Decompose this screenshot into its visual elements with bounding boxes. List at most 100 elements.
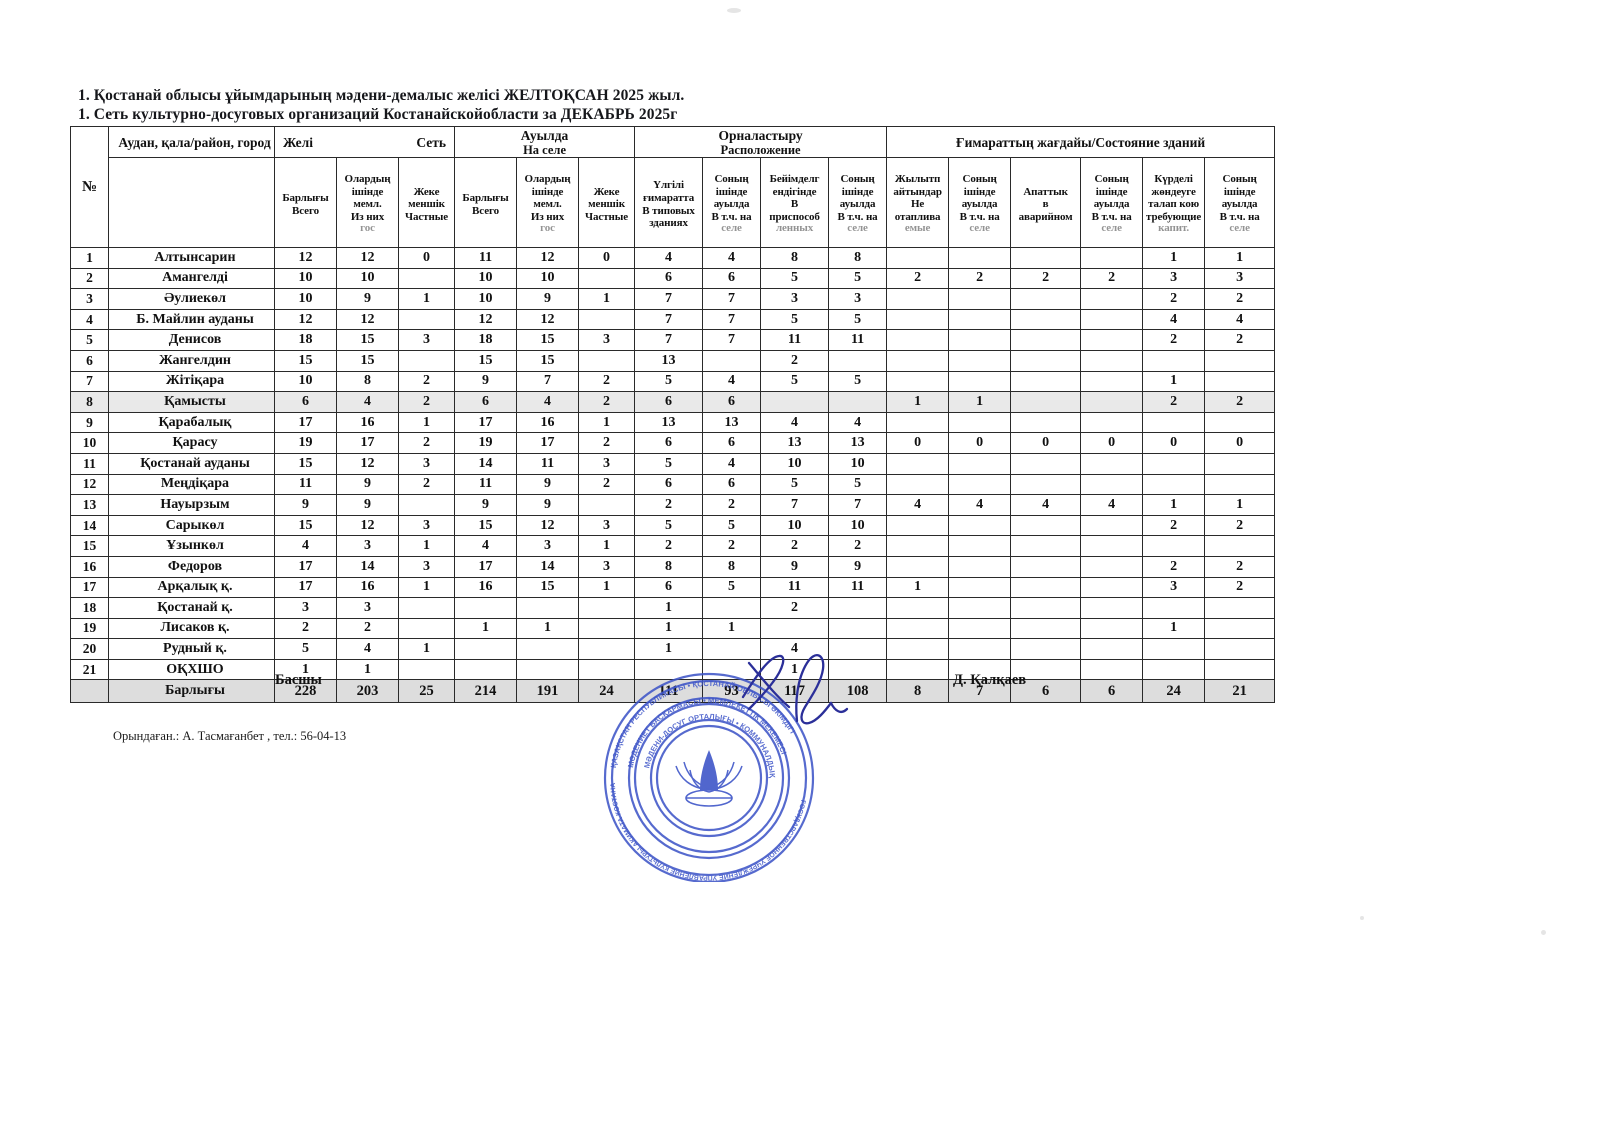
row-region-name: Алтынсарин [108, 247, 275, 269]
table-row: 14 Сарыкөл 15 12 3 15 12 3 5 5 10 10 2 2 [70, 514, 1276, 537]
cell-r8-c9 [760, 391, 830, 413]
subheader-net-state: Олардың ішінде мемл. Из них гос [336, 157, 399, 248]
cell-r17-c11: 1 [886, 576, 950, 599]
cell-r1-c10: 8 [828, 247, 888, 269]
statistics-table: № Аудан, қала/район, город Желі Сеть Ауы… [70, 126, 1276, 704]
cell-r16-c1: 17 [274, 555, 337, 578]
sub-l2: ғимаратта [642, 191, 695, 204]
row-region-name: Қостанай қ. [108, 597, 275, 619]
cell-r17-c6: 1 [578, 576, 636, 599]
cell-r4-c2: 12 [336, 308, 399, 331]
sub-l2: ішінде [1223, 185, 1256, 198]
row-number: 4 [70, 308, 109, 331]
table-row: 1 Алтынсарин 12 12 0 11 12 0 4 4 8 8 1 1 [70, 247, 1276, 269]
sub-l2: айтындар [893, 185, 942, 198]
cell-r17-c9: 11 [760, 576, 830, 599]
cell-r3-c4: 10 [454, 288, 518, 310]
sub-l1: Жылытп [894, 173, 941, 186]
sub-l3: Частные [585, 210, 629, 223]
cell-r10-c9: 13 [760, 432, 830, 454]
row-number: 7 [70, 370, 109, 393]
row-number: 9 [70, 411, 109, 434]
cell-r7-c7: 5 [634, 370, 704, 393]
cell-r10-c16: 0 [1204, 432, 1276, 454]
cell-r9-c7: 13 [634, 411, 704, 434]
cell-r20-c7: 1 [634, 638, 704, 660]
cell-r18-c5 [516, 597, 580, 619]
cell-r7-c6: 2 [578, 370, 636, 393]
header-region-spacer [108, 157, 275, 248]
table-row: 9 Қарабалық 17 16 1 17 16 1 13 13 4 4 [70, 411, 1276, 434]
cell-r11-c14 [1080, 452, 1144, 475]
sub-l1: Олардың [524, 173, 571, 186]
header-region-label: Аудан, қала/район, город [118, 135, 271, 150]
cell-r10-c4: 19 [454, 432, 518, 454]
table-row: 7 Жітіқара 10 8 2 9 7 2 5 4 5 5 1 [70, 370, 1276, 393]
cell-r18-c10 [828, 597, 888, 619]
cell-r21-c11 [886, 658, 950, 681]
cell-r8-c6: 2 [578, 391, 636, 413]
cell-r9-c3: 1 [397, 411, 456, 434]
cell-r9-c15 [1142, 411, 1206, 434]
subheader-capital-repair-village: Соның ішінде ауылда В т.ч. на селе [1204, 157, 1276, 248]
cell-r21-c3 [397, 658, 456, 681]
table-row: 20 Рудный қ. 5 4 1 1 4 [70, 638, 1276, 660]
cell-r5-c3: 3 [397, 329, 456, 351]
sub-l4: В т.ч. на [959, 210, 1000, 223]
cell-r1-c1: 12 [274, 247, 337, 269]
cell-r6-c12 [948, 349, 1012, 372]
cell-r7-c14 [1080, 370, 1144, 393]
sub-l3: мемл. [533, 198, 562, 211]
cell-r7-c10: 5 [828, 370, 888, 393]
total-cell-c13: 6 [1010, 679, 1082, 704]
row-region-name: Рудный қ. [108, 638, 275, 660]
cell-r5-c7: 7 [634, 329, 704, 351]
cell-r5-c6: 3 [578, 329, 636, 351]
sub-l5: селе [1229, 222, 1250, 235]
row-region-name: Денисов [108, 329, 275, 351]
cell-r14-c14 [1080, 514, 1144, 537]
cell-r13-c12: 4 [948, 494, 1012, 516]
cell-r16-c3: 3 [397, 555, 456, 578]
cell-r17-c3: 1 [397, 576, 456, 599]
executor-line: Орындаған.: А. Тасмағанбет , тел.: 56-04… [113, 729, 347, 743]
cell-r8-c16: 2 [1204, 391, 1276, 413]
svg-text:МӘДЕНИЕТ БАСҚАРМАСЫ • МЕМЛЕКЕТ: МӘДЕНИЕТ БАСҚАРМАСЫ • МЕМЛЕКЕТТІК МЕКЕМЕ… [626, 696, 788, 768]
cell-r12-c13 [1010, 473, 1082, 496]
cell-r18-c11 [886, 597, 950, 619]
cell-r8-c7: 6 [634, 391, 704, 413]
cell-r9-c1: 17 [274, 411, 337, 434]
cell-r12-c4: 11 [454, 473, 518, 496]
cell-r15-c16 [1204, 535, 1276, 557]
cell-r13-c9: 7 [760, 494, 830, 516]
sub-l3: ауылда [839, 198, 876, 211]
sub-l5: селе [1101, 222, 1122, 235]
total-cell-c6: 24 [578, 679, 636, 704]
cell-r20-c14 [1080, 638, 1144, 660]
cell-r15-c12 [948, 535, 1012, 557]
cell-r4-c8: 7 [702, 308, 762, 331]
sub-l2: Всего [292, 204, 319, 217]
sub-l3: В типовых [642, 204, 695, 217]
cell-r2-c7: 6 [634, 267, 704, 290]
cell-r6-c5: 15 [516, 349, 580, 372]
cell-r14-c8: 5 [702, 514, 762, 537]
total-cell-c4: 214 [454, 679, 518, 704]
cell-r18-c2: 3 [336, 597, 399, 619]
sub-l5: селе [847, 222, 868, 235]
cell-r2-c14: 2 [1080, 267, 1144, 290]
cell-r6-c8 [702, 349, 762, 372]
cell-r4-c5: 12 [516, 308, 580, 331]
sub-l1: Жеке [593, 185, 620, 198]
row-region-name: Арқалық қ. [108, 576, 275, 599]
cell-r14-c2: 12 [336, 514, 399, 537]
cell-r2-c1: 10 [274, 267, 337, 290]
cell-r16-c2: 14 [336, 555, 399, 578]
cell-r1-c2: 12 [336, 247, 399, 269]
cell-r19-c10 [828, 617, 888, 640]
row-region-name: Лисаков қ. [108, 617, 275, 640]
row-number: 18 [70, 597, 109, 619]
row-region-name: Қамысты [108, 391, 275, 413]
sub-l4: требующие [1146, 210, 1202, 223]
